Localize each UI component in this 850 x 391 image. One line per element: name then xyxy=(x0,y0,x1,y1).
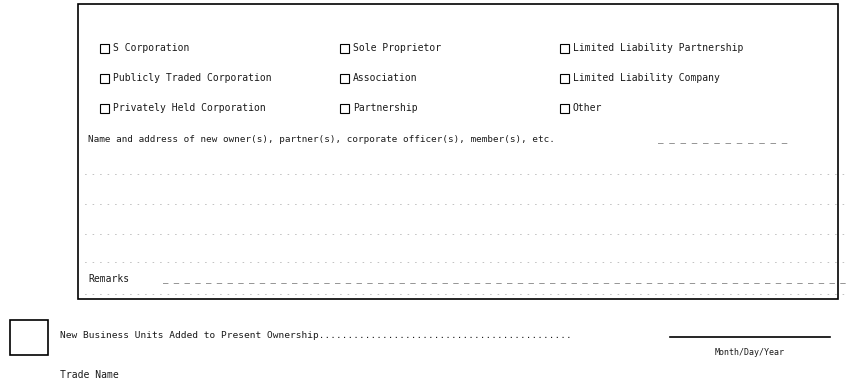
Bar xyxy=(340,43,349,52)
Text: - - - - - - - - - - - - - - - - - - - - - - - - - - - - - - - - - - - - - - - - : - - - - - - - - - - - - - - - - - - - - … xyxy=(84,260,850,264)
Bar xyxy=(560,104,569,113)
Bar xyxy=(560,43,569,52)
Text: - - - - - - - - - - - - - - - - - - - - - - - - - - - - - - - - - - - - - - - - : - - - - - - - - - - - - - - - - - - - - … xyxy=(84,292,850,296)
Text: Sole Proprietor: Sole Proprietor xyxy=(353,43,441,53)
Bar xyxy=(340,104,349,113)
Text: Name and address of new owner(s), partner(s), corporate officer(s), member(s), e: Name and address of new owner(s), partne… xyxy=(88,135,555,143)
Bar xyxy=(78,4,838,299)
Bar xyxy=(10,320,48,355)
Text: Publicly Traded Corporation: Publicly Traded Corporation xyxy=(113,73,272,83)
Text: New Business Units Added to Present Ownership...................................: New Business Units Added to Present Owne… xyxy=(60,330,572,339)
Text: Limited Liability Company: Limited Liability Company xyxy=(573,73,720,83)
Text: Other: Other xyxy=(573,103,603,113)
Text: - - - - - - - - - - - - - - - - - - - - - - - - - - - - - - - - - - - - - - - - : - - - - - - - - - - - - - - - - - - - - … xyxy=(84,231,850,237)
Text: _ _ _ _ _ _ _ _ _ _ _ _: _ _ _ _ _ _ _ _ _ _ _ _ xyxy=(658,135,787,143)
Bar xyxy=(100,74,109,83)
Bar xyxy=(560,74,569,83)
Text: - - - - - - - - - - - - - - - - - - - - - - - - - - - - - - - - - - - - - - - - : - - - - - - - - - - - - - - - - - - - - … xyxy=(84,201,850,206)
Text: Privately Held Corporation: Privately Held Corporation xyxy=(113,103,266,113)
Text: - - - - - - - - - - - - - - - - - - - - - - - - - - - - - - - - - - - - - - - - : - - - - - - - - - - - - - - - - - - - - … xyxy=(84,172,850,176)
Bar xyxy=(100,43,109,52)
Text: S Corporation: S Corporation xyxy=(113,43,190,53)
Text: Partnership: Partnership xyxy=(353,103,417,113)
Text: _ _ _ _ _ _ _ _ _ _ _ _ _ _ _ _ _ _ _ _ _ _ _ _ _ _ _ _ _ _ _ _ _ _ _ _ _ _ _ _ : _ _ _ _ _ _ _ _ _ _ _ _ _ _ _ _ _ _ _ _ … xyxy=(163,274,850,283)
Bar xyxy=(100,104,109,113)
Text: Month/Day/Year: Month/Day/Year xyxy=(715,348,785,357)
Bar xyxy=(340,74,349,83)
Text: Limited Liability Partnership: Limited Liability Partnership xyxy=(573,43,744,53)
Text: Remarks: Remarks xyxy=(88,274,129,284)
Text: Trade Name: Trade Name xyxy=(60,370,119,380)
Text: Association: Association xyxy=(353,73,417,83)
